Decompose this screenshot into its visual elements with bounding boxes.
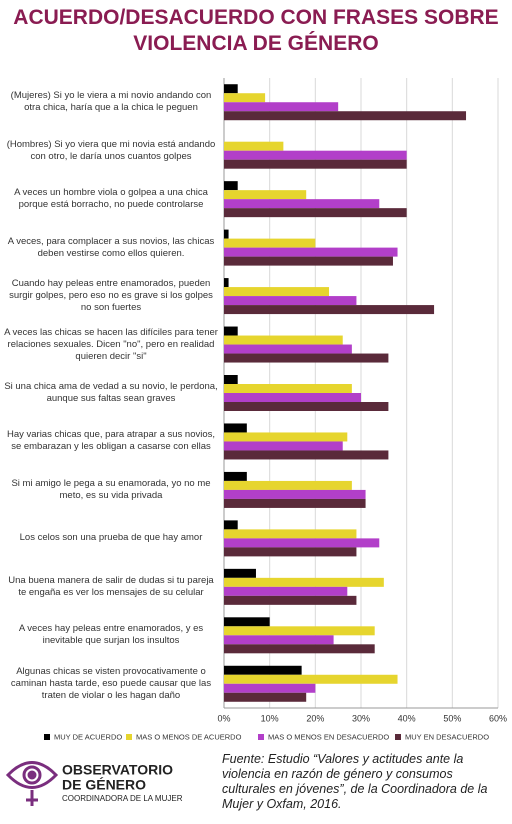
category-label: Una buena manera de salir de dudas si tu… — [8, 574, 214, 598]
bar — [224, 577, 384, 587]
bar — [224, 190, 307, 200]
bar — [224, 305, 435, 315]
category-label: Cuando hay peleas entre enamorados, pued… — [9, 278, 213, 314]
x-tick-label: 40% — [398, 713, 416, 723]
x-tick-label: 50% — [443, 713, 461, 723]
bar — [224, 471, 247, 481]
category-label: Hay varias chicas que, para atrapar a su… — [6, 429, 216, 453]
bar — [224, 665, 302, 675]
bar — [224, 353, 389, 363]
bar — [224, 150, 407, 160]
x-tick-label: 20% — [306, 713, 324, 723]
bar — [224, 692, 307, 702]
category-label: A veces un hombre viola o golpea a una c… — [14, 187, 208, 211]
logo-text: DE GÉNERO — [62, 777, 146, 793]
bar — [224, 393, 361, 402]
legend-swatch — [44, 734, 50, 740]
bar — [224, 423, 247, 433]
bar — [224, 644, 375, 654]
category-label: (Mujeres) Si yo le viera a mi novio anda… — [10, 90, 212, 114]
bar — [224, 586, 348, 596]
logo-icon — [5, 761, 59, 806]
bar — [224, 547, 357, 557]
bar — [224, 498, 366, 508]
bar — [224, 617, 270, 627]
category-label: Los celos son una prueba de que hay amor — [19, 532, 203, 544]
bar — [224, 256, 393, 266]
bar — [224, 159, 407, 169]
source-note: Fuente: Estudio “Valores y actitudes ant… — [222, 752, 488, 811]
chart-title: ACUERDO/DESACUERDO CON FRASES SOBRE — [13, 6, 499, 29]
bar — [224, 489, 366, 499]
legend-swatch — [395, 734, 401, 740]
bar — [224, 326, 238, 336]
bar — [224, 238, 316, 248]
bar — [224, 432, 348, 442]
bar — [224, 384, 352, 393]
legend-label: MUY DE ACUERDO — [54, 732, 122, 741]
bar — [224, 111, 467, 121]
bar — [224, 93, 266, 103]
category-label: A veces las chicas se hacen las difícile… — [4, 326, 218, 362]
bar — [224, 287, 330, 297]
bar — [224, 141, 284, 151]
bar — [224, 683, 316, 693]
legend-label: MAS O MENOS EN DESACUERDO — [268, 732, 389, 741]
x-tick-label: 10% — [261, 713, 279, 723]
category-label: (Hombres) Si yo viera que mi novia está … — [6, 138, 216, 162]
bar — [224, 595, 357, 605]
logo-subtext: COORDINADORA DE LA MUJER — [62, 794, 183, 803]
bar — [224, 674, 398, 684]
bar — [224, 568, 256, 578]
x-tick-label: 0% — [217, 713, 230, 723]
bar — [224, 344, 352, 354]
bar — [224, 538, 380, 548]
x-tick-label: 30% — [352, 713, 370, 723]
x-tick-label: 60% — [489, 713, 507, 723]
category-label: Si mi amigo le pega a su enamorada, yo n… — [11, 477, 211, 501]
bar — [224, 181, 238, 191]
bar — [224, 635, 334, 645]
bar — [224, 441, 343, 451]
category-label: A veces hay peleas entre enamorados, y e… — [18, 623, 204, 647]
bar — [224, 480, 352, 490]
bar — [224, 375, 238, 384]
bar — [224, 335, 343, 345]
bar — [224, 208, 407, 218]
bar — [224, 199, 380, 209]
legend-swatch — [258, 734, 264, 740]
bar — [224, 278, 229, 288]
bar — [224, 626, 375, 636]
legend-swatch — [126, 734, 132, 740]
bar — [224, 450, 389, 460]
bar — [224, 296, 357, 306]
bar — [224, 229, 229, 239]
bar — [224, 520, 238, 530]
bar — [224, 402, 389, 411]
bar — [224, 102, 339, 112]
bar — [224, 529, 357, 539]
bar — [224, 84, 238, 94]
legend-label: MUY EN DESACUERDO — [405, 732, 489, 741]
legend-label: MAS O MENOS DE ACUERDO — [136, 732, 242, 741]
bar — [224, 247, 398, 257]
category-label: Algunas chicas se visten provocativament… — [10, 665, 212, 701]
category-label: Si una chica ama de vedad a su novio, le… — [4, 380, 218, 404]
category-label: A veces, para complacer a sus novios, la… — [7, 235, 215, 259]
chart-title: VIOLENCIA DE GÉNERO — [133, 32, 379, 55]
logo-text: OBSERVATORIO — [62, 762, 173, 778]
